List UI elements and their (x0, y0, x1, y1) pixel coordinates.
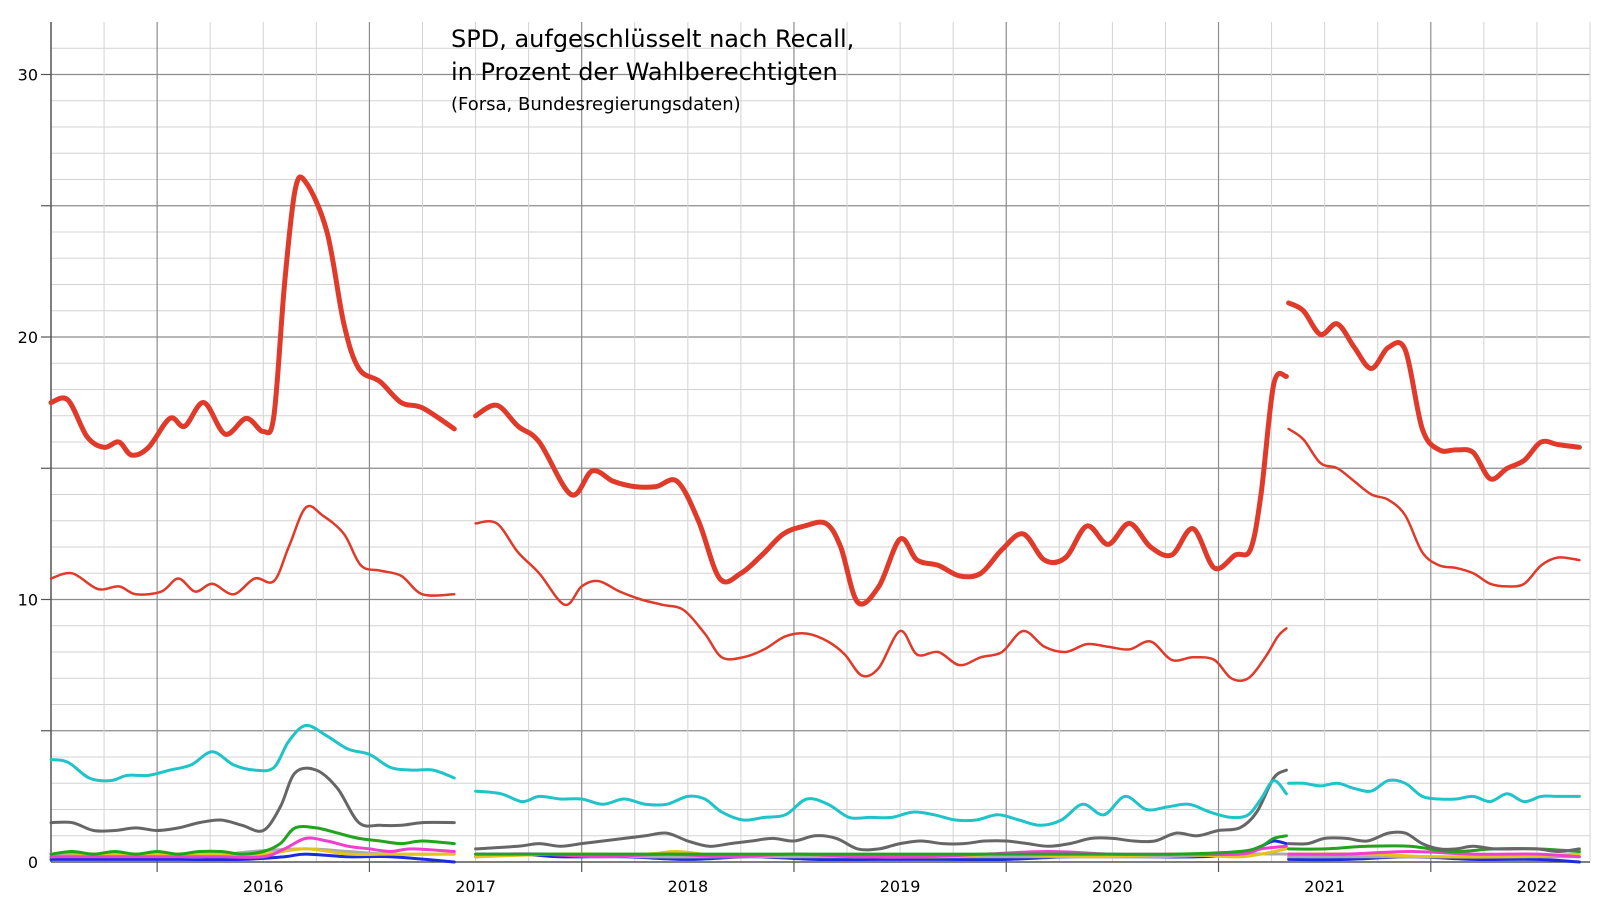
series-line (49, 766, 1581, 853)
x-tick-label: 2022 (1517, 877, 1558, 896)
chart-title: SPD, aufgeschlüsselt nach Recall, in Pro… (451, 25, 854, 115)
series-segment (49, 825, 456, 856)
series-segment (1286, 300, 1582, 482)
x-tick-label: 2018 (667, 877, 708, 896)
axes (41, 22, 1590, 872)
title-line-1: SPD, aufgeschlüsselt nach Recall, (451, 25, 854, 53)
y-tick-label: 30 (18, 66, 38, 85)
series-segment (1287, 850, 1581, 859)
x-tick-label: 2020 (1092, 877, 1133, 896)
series-line (49, 427, 1581, 682)
series-segment (1287, 830, 1581, 853)
y-tick-label: 10 (18, 591, 38, 610)
y-tick-label: 20 (18, 328, 38, 347)
series-line (49, 723, 1581, 827)
y-tick-label: 0 (28, 853, 38, 872)
series-segment (1287, 427, 1581, 588)
series-group (48, 174, 1582, 864)
series-segment (474, 520, 1288, 682)
series-segment (474, 768, 1288, 852)
series-segment (49, 766, 456, 833)
chart-subtitle: (Forsa, Bundesregierungsdaten) (451, 94, 741, 115)
series-segment (1287, 778, 1581, 804)
series-segment (49, 723, 456, 783)
x-tick-label: 2019 (880, 877, 921, 896)
series-line (48, 174, 1582, 607)
series-segment (474, 834, 1288, 856)
x-tick-label: 2021 (1304, 877, 1345, 896)
series-segment (474, 779, 1288, 827)
series-segment (49, 836, 456, 859)
series-segment (49, 852, 456, 864)
series-segment (473, 370, 1289, 607)
x-tick-label: 2016 (243, 877, 284, 896)
series-segment (474, 844, 1288, 859)
tick-labels: 0 10 20 30 2016 2017 2018 2019 2020 2021 2022 (18, 66, 1558, 897)
series-segment (48, 174, 457, 458)
series-line (49, 836, 1581, 859)
series-segment (49, 504, 456, 597)
title-line-2: in Prozent der Wahlberechtigten (451, 58, 838, 86)
x-tick-label: 2017 (455, 877, 496, 896)
